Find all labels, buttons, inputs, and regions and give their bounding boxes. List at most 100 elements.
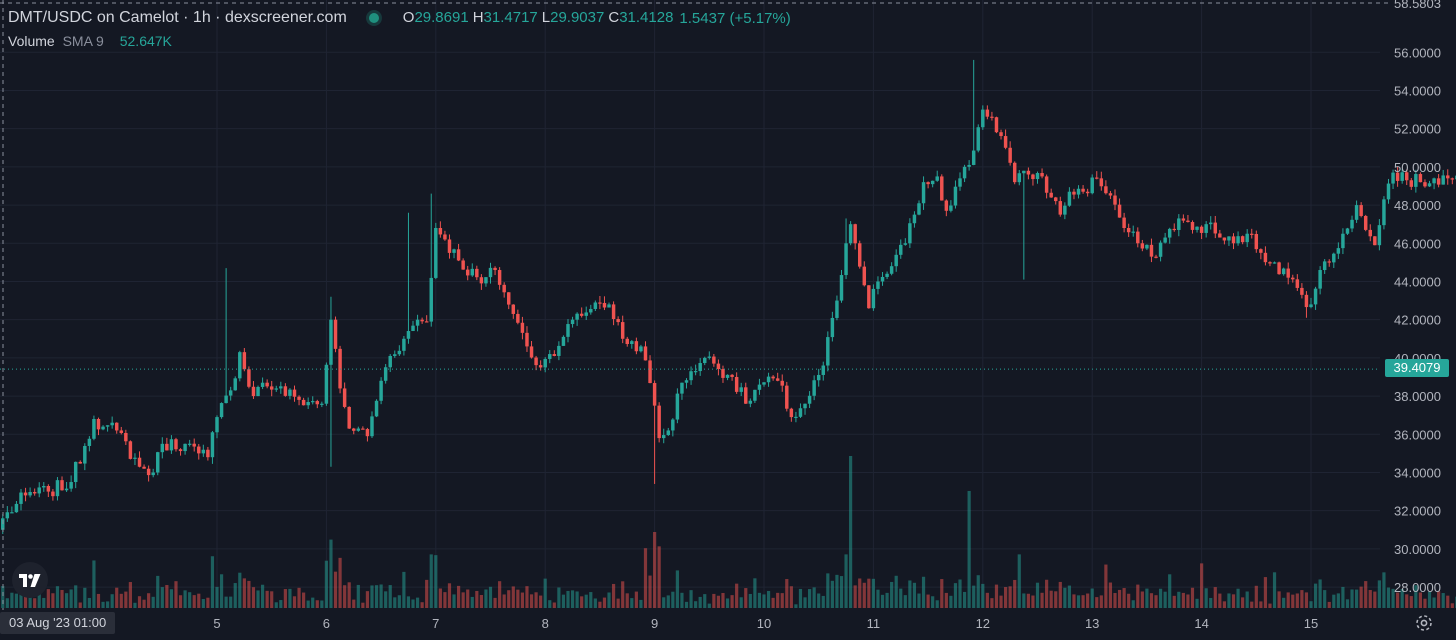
candle-up <box>169 439 174 451</box>
candle-down <box>1373 236 1377 246</box>
volume-bar <box>1204 588 1208 608</box>
candle-up <box>889 266 894 274</box>
ohlc-value-h: 31.4717 <box>483 9 538 26</box>
x-tick-label: 9 <box>651 616 658 631</box>
candle-up <box>921 182 926 204</box>
candle-up <box>593 302 598 309</box>
candle-down <box>1040 173 1044 177</box>
y-tick-label: 30.0000 <box>1394 542 1441 557</box>
volume-bar <box>78 602 82 608</box>
volume-bar <box>1 586 5 608</box>
candle-down <box>114 422 119 431</box>
candle-up <box>92 418 96 439</box>
candle-up <box>962 166 967 179</box>
candle-down <box>857 243 862 267</box>
volume-bar <box>1031 595 1035 608</box>
candle-down <box>1304 294 1309 308</box>
ohlc-value-c: 31.4128 <box>619 9 674 26</box>
candle-down <box>529 346 534 358</box>
volume-bar <box>871 578 875 608</box>
candle-up <box>1227 236 1231 241</box>
volume-bar <box>256 590 260 608</box>
candle-up <box>19 492 23 504</box>
volume-bar <box>739 597 743 608</box>
candle-down <box>475 268 479 278</box>
volume-bar <box>42 597 46 608</box>
candle-down <box>197 446 201 454</box>
settings-gear-icon[interactable] <box>1412 611 1436 635</box>
x-axis[interactable]: 5 6 7 8 9 10 11 12 13 14 15 <box>213 616 1318 631</box>
candle-down <box>361 428 365 430</box>
volume-bar <box>1423 598 1427 608</box>
candle-down <box>734 376 739 392</box>
candle-up <box>1391 172 1395 184</box>
volume-bar <box>370 585 374 608</box>
volume-bar <box>529 594 534 608</box>
candle-up <box>151 472 155 476</box>
volume-bar <box>1181 592 1185 608</box>
candle-down <box>643 346 648 361</box>
volume-bar <box>493 597 497 608</box>
volume-bar <box>279 600 283 608</box>
volume-bar <box>844 554 848 608</box>
volume-bar <box>452 594 456 608</box>
candle-down <box>60 480 64 491</box>
volume-bar <box>1063 587 1067 608</box>
candle-up <box>55 480 60 497</box>
volume-bar <box>862 582 866 608</box>
candle-down <box>862 266 867 286</box>
candle-down <box>1031 174 1035 180</box>
volume-bar <box>128 582 132 608</box>
candle-down <box>1404 172 1409 181</box>
volume-bar <box>1359 586 1363 608</box>
candle-down <box>525 332 529 347</box>
candle-down <box>1108 193 1113 196</box>
crosshair-lines <box>0 0 1390 610</box>
y-axis[interactable]: 28.0000 30.0000 32.0000 34.0000 36.0000 38.00… <box>1394 0 1441 595</box>
volume-bar <box>388 585 392 608</box>
candle-up <box>630 341 634 345</box>
volume-bar <box>1300 590 1304 608</box>
volume-bar <box>771 597 775 608</box>
candle-up <box>803 403 807 409</box>
candle-down <box>1012 162 1017 183</box>
volume-bar <box>393 597 397 608</box>
candle-up <box>83 445 87 464</box>
volume-bar <box>1136 584 1140 608</box>
volume-sma-label: SMA 9 <box>62 33 104 49</box>
volume-bar <box>1145 588 1149 608</box>
volume-bar <box>406 596 411 608</box>
candle-up <box>816 374 821 381</box>
candle-up <box>10 512 14 514</box>
volume-bar <box>835 574 839 608</box>
tradingview-logo-icon[interactable] <box>12 562 48 598</box>
volume-bar <box>411 599 415 608</box>
volume-bar <box>23 596 28 608</box>
volume-bar <box>51 593 55 608</box>
candle-down <box>1395 172 1400 181</box>
volume-bar <box>730 595 734 608</box>
candle-down <box>1436 178 1441 185</box>
candle-up <box>1345 228 1350 234</box>
volume-bar <box>1259 601 1263 608</box>
volume-bar <box>899 588 903 608</box>
volume-bar <box>1354 589 1359 608</box>
candle-up <box>912 214 917 224</box>
candle-up <box>1035 173 1040 180</box>
candle-down <box>1240 236 1245 243</box>
volume-bar <box>1163 591 1167 608</box>
candle-up <box>693 371 698 373</box>
volume-bar <box>311 597 315 608</box>
crosshair-date-label: 03 Aug '23 01:00 <box>0 612 116 634</box>
volume-bar <box>33 598 37 608</box>
volume-bar <box>484 589 488 608</box>
candle-up <box>680 382 684 394</box>
volume-bar <box>283 589 287 608</box>
volume-bar <box>880 594 885 608</box>
volume-bar <box>1072 594 1076 608</box>
candle-down <box>1172 228 1176 231</box>
candle-up <box>757 384 762 390</box>
candle-up <box>958 178 962 187</box>
